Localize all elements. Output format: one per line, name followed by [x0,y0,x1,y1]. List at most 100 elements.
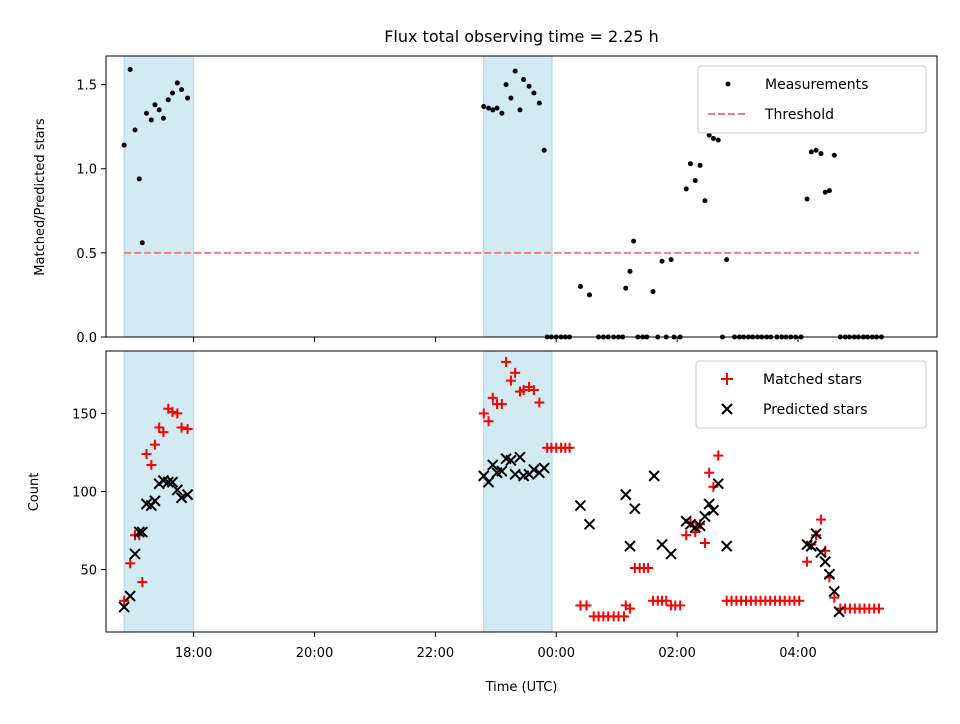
legend-matched-marker [721,373,733,385]
matched-star-point [125,558,136,569]
predicted-star-point [815,546,827,559]
shaded-region-1 [123,350,195,633]
legend-threshold-label: Threshold [764,107,834,123]
matched-star-point [518,385,529,396]
matched-star-point [681,530,692,541]
matched-star-point [811,530,822,541]
predicted-star-point [514,451,526,463]
measurement-point [697,162,703,168]
shaded-region-2 [483,350,553,633]
predicted-star-point [171,484,184,496]
matched-star-point [675,600,686,611]
measurement-point [486,105,492,111]
measurement-point [813,147,819,153]
predicted-star-point [496,465,508,477]
measurement-point [710,135,716,141]
predicted-star-point [620,488,632,501]
matched-star-point [137,577,148,588]
measurement-point [702,198,708,204]
bottom-y-tick-label: 50 [80,564,97,579]
measurement-point [156,107,162,113]
matched-star-point [802,556,813,567]
matched-star-point [564,442,575,453]
matched-star-point [496,399,507,410]
predicted-star-point [694,520,706,532]
top-legend: Measurements Threshold [697,65,927,134]
measurement-point [577,284,583,290]
matched-star-point [873,603,884,614]
matched-star-point [149,439,160,450]
measurement-point [136,176,142,182]
predicted-star-point [482,476,495,488]
predicted-star-point [129,548,141,560]
matched-star-point [661,595,672,606]
measurement-point [121,142,127,148]
bottom-y-ticks: 50 100 150 [72,407,106,579]
matched-star-point [167,406,178,417]
matched-star-point [624,603,635,614]
matched-star-point [478,408,489,419]
ratio-panel: 0.0 0.5 1.0 1.5 Flux total observing time =… [33,27,938,346]
measurement-point [586,292,592,298]
matched-star-point [708,481,719,492]
measurement-point [687,161,693,167]
measurement-point [623,285,629,291]
top-y-tick-label: 0.5 [76,247,97,262]
legend-measurements-label: Measurements [765,77,868,93]
matched-star-point [487,392,498,403]
measurement-point [490,107,496,113]
predicted-star-point [149,495,161,507]
predicted-star-point [574,499,587,512]
predicted-star-point [707,504,720,516]
measurement-point [508,95,514,101]
measurement-point [668,257,674,263]
predicted-stars-series [118,451,845,618]
matched-star-point [141,449,152,460]
bottom-shaded-regions [123,350,553,633]
measurement-point [536,100,542,106]
top-y-tick-label: 1.5 [76,79,97,94]
measurement-point [521,77,527,83]
measurement-point [148,117,154,123]
predicted-star-point [712,477,724,490]
matched-star-point [501,356,512,367]
measurement-point [185,95,191,101]
matched-stars-series [119,356,884,622]
predicted-star-point [828,585,840,598]
predicted-star-point [823,568,836,580]
matched-star-point [505,375,516,386]
matched-star-point [794,595,805,606]
matched-star-point [483,416,494,427]
predicted-star-point [162,476,174,488]
predicted-star-point [810,527,822,540]
matched-star-point [699,538,710,549]
matched-star-point [176,422,187,433]
x-tick-label: 22:00 [417,646,454,661]
x-tick-label: 04:00 [779,646,816,661]
predicted-star-point [166,476,179,488]
measurement-point [650,289,656,295]
predicted-star-point [833,605,845,618]
legend-predicted-label: Predicted stars [763,402,868,418]
matched-star-point [172,408,183,419]
bottom-legend: Matched stars Predicted stars [695,360,927,429]
predicted-star-point [624,540,636,552]
predicted-star-point [656,538,668,551]
predicted-star-point [583,518,596,530]
bottom-legend-box [695,360,927,429]
top-y-axis-label: Matched/Predicted stars [33,118,48,276]
matched-star-point [158,427,169,438]
measurement-point [715,137,721,143]
measurement-point [541,147,547,153]
measurement-point [143,110,149,116]
legend-predicted-marker [721,403,733,415]
predicted-star-point [805,540,817,552]
legend-matched-label: Matched stars [763,372,862,388]
predicted-star-point [133,526,145,538]
shaded-region-1 [123,55,195,338]
matched-star-point [704,467,715,478]
matched-star-point [510,367,521,378]
top-legend-box [697,65,927,134]
